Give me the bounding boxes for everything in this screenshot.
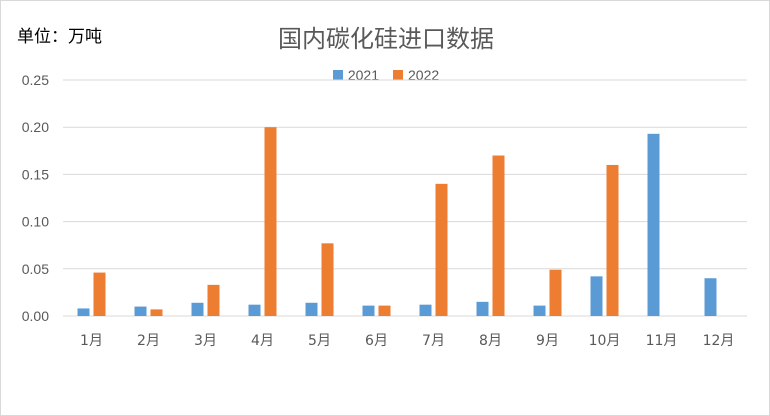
unit-label: 单位：万吨 (17, 27, 102, 47)
bar-2022 (435, 183, 448, 316)
bar-2022 (492, 155, 505, 316)
bar-2021 (77, 308, 90, 316)
bar-2021 (191, 302, 204, 316)
bar-2022 (549, 269, 562, 316)
bar-2022 (207, 284, 220, 316)
chart-title: 国内碳化硅进口数据 (278, 25, 494, 53)
y-tick-label: 0.25 (22, 72, 49, 88)
bar-2022 (378, 305, 391, 316)
legend-swatch-2022 (393, 70, 403, 80)
x-tick-label: 7月 (422, 333, 445, 349)
x-tick-label: 6月 (365, 333, 388, 349)
legend-swatch-2021 (332, 70, 343, 80)
bar-2022 (150, 309, 163, 316)
legend-label-2022: 2022 (408, 67, 440, 83)
x-tick-label: 9月 (536, 333, 559, 349)
x-tick-label: 12月 (703, 333, 735, 349)
legend-item-2022: 2022 (393, 67, 439, 83)
x-tick-label: 8月 (479, 333, 502, 349)
bar-2021 (419, 304, 432, 316)
x-tick-label: 5月 (308, 333, 331, 349)
chart-legend: 2021 2022 (1, 67, 770, 83)
legend-label-2021: 2021 (347, 67, 379, 83)
y-tick-label: 0.05 (22, 261, 49, 277)
y-tick-label: 0.00 (22, 308, 49, 324)
bar-2022 (321, 243, 334, 316)
x-tick-label: 4月 (251, 333, 274, 349)
bar-2022 (93, 272, 106, 316)
bar-2021 (134, 306, 147, 316)
x-tick-label: 3月 (194, 333, 217, 349)
bar-2021 (647, 133, 660, 316)
x-tick-label: 2月 (137, 333, 160, 349)
x-tick-label: 11月 (646, 333, 678, 349)
bar-2021 (590, 276, 603, 316)
bar-2022 (264, 127, 277, 316)
y-tick-label: 0.10 (22, 214, 49, 230)
bar-2021 (248, 304, 261, 316)
bar-2021 (704, 278, 717, 316)
legend-item-2021: 2021 (332, 67, 379, 83)
bar-2021 (476, 301, 489, 316)
bar-2021 (533, 305, 546, 316)
x-tick-label: 10月 (589, 333, 621, 349)
bar-2022 (606, 164, 619, 316)
y-tick-label: 0.15 (22, 166, 49, 182)
bar-2021 (305, 302, 318, 316)
y-tick-label: 0.20 (22, 119, 49, 135)
x-tick-label: 1月 (80, 333, 103, 349)
bar-2021 (362, 305, 375, 316)
